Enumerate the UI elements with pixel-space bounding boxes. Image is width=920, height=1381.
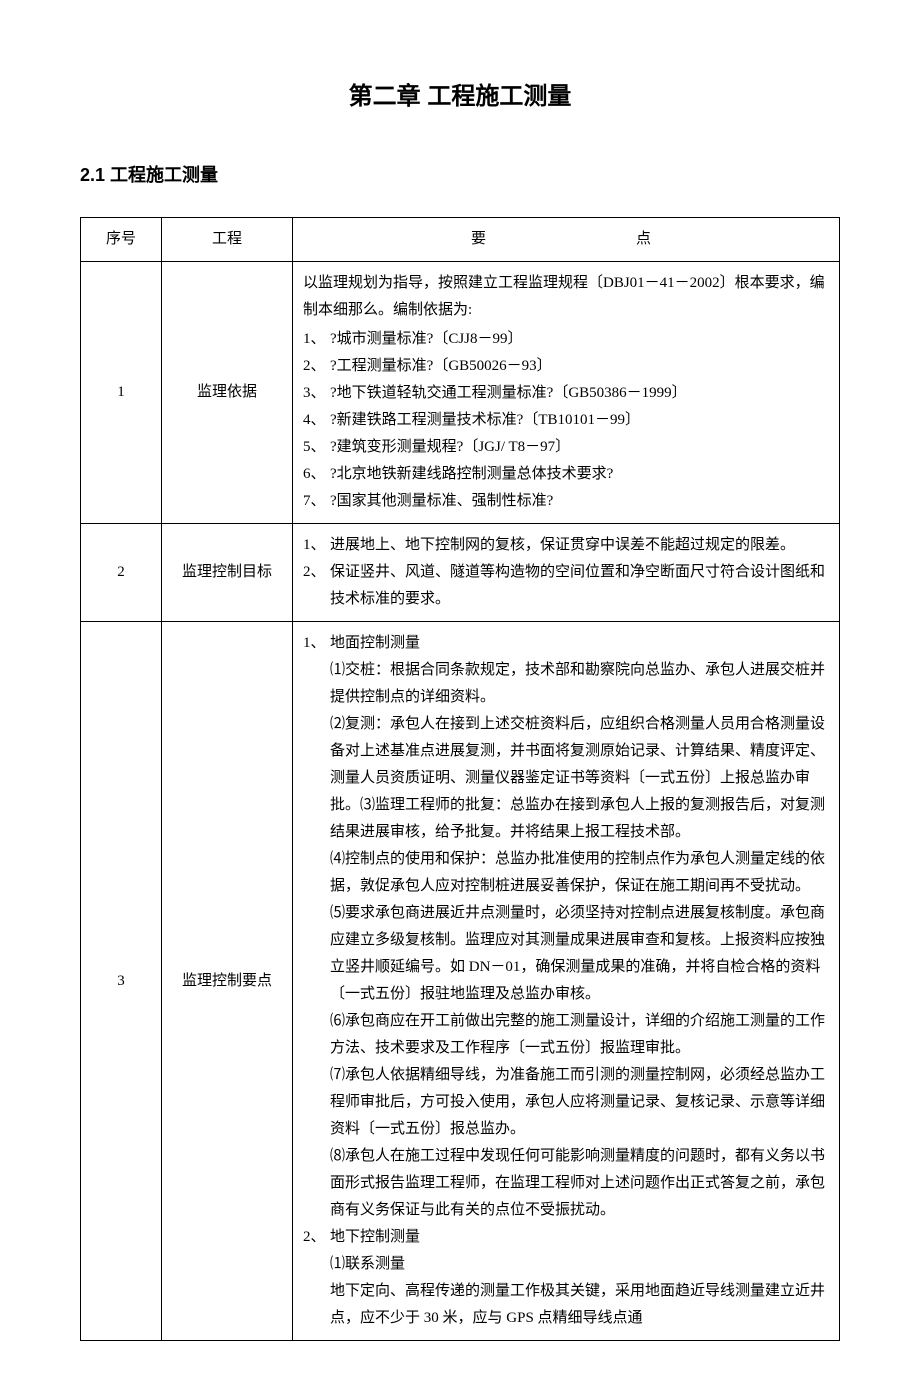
item-text: 保证竖井、风道、隧道等构造物的空间位置和净空断面尺寸符合设计图纸和技术标准的要求…	[330, 559, 829, 613]
sub-item: ⑸要求承包商进展近井点测量时，必须坚持对控制点进展复核制度。承包商应建立多级复核…	[330, 900, 829, 1008]
item-text: 进展地上、地下控制网的复核，保证贯穿中误差不能超过规定的限差。	[330, 532, 795, 559]
cell-project: 监理控制目标	[162, 524, 293, 622]
header-project: 工程	[162, 218, 293, 262]
sub-item: ⑹承包商应在开工前做出完整的施工测量设计，详细的介绍施工测量的工作方法、技术要求…	[330, 1008, 829, 1062]
item-text: 地面控制测量⑴交桩：根据合同条款规定，技术部和勘察院向总监办、承包人进展交桩并提…	[330, 630, 829, 1224]
item-number: 4、	[303, 407, 326, 434]
item-text: ?城市测量标准?〔CJJ8－99〕	[330, 326, 523, 353]
list-item: 4、?新建铁路工程测量技术标准?〔TB10101－99〕	[303, 407, 829, 434]
list-item: 2、?工程测量标准?〔GB50026－93〕	[303, 353, 829, 380]
list-item: 5、?建筑变形测量规程?〔JGJ/ T8－97〕	[303, 434, 829, 461]
list-item: 7、?国家其他测量标准、强制性标准?	[303, 488, 829, 515]
item-number: 1、	[303, 630, 326, 657]
sub-item: ⑴联系测量	[330, 1251, 829, 1278]
item-number: 2、	[303, 353, 326, 380]
item-number: 1、	[303, 532, 326, 559]
item-number: 1、	[303, 326, 326, 353]
sub-list: ⑴交桩：根据合同条款规定，技术部和勘察院向总监办、承包人进展交桩并提供控制点的详…	[330, 657, 829, 1224]
item-text: ?新建铁路工程测量技术标准?〔TB10101－99〕	[330, 407, 640, 434]
sub-item: ⑻承包人在施工过程中发现任何可能影响测量精度的问题时，都有义务以书面形式报告监理…	[330, 1143, 829, 1224]
sub-item: ⑵复测：承包人在接到上述交桩资料后，应组织合格测量人员用合格测量设备对上述基准点…	[330, 711, 829, 846]
cell-num: 2	[81, 524, 162, 622]
item-number: 6、	[303, 461, 326, 488]
item-text: 地下控制测量⑴联系测量地下定向、高程传递的测量工作极其关键，采用地面趋近导线测量…	[330, 1224, 829, 1332]
item-text: ?建筑变形测量规程?〔JGJ/ T8－97〕	[330, 434, 570, 461]
cell-project: 监理控制要点	[162, 622, 293, 1341]
table-row: 1监理依据以监理规划为指导，按照建立工程监理规程〔DBJ01－41－2002〕根…	[81, 262, 840, 524]
sub-item: ⑴交桩：根据合同条款规定，技术部和勘察院向总监办、承包人进展交桩并提供控制点的详…	[330, 657, 829, 711]
list-item: 1、?城市测量标准?〔CJJ8－99〕	[303, 326, 829, 353]
item-text: ?国家其他测量标准、强制性标准?	[330, 488, 553, 515]
item-number: 5、	[303, 434, 326, 461]
item-number: 2、	[303, 1224, 326, 1251]
cell-num: 3	[81, 622, 162, 1341]
measurement-table: 序号 工程 要点 1监理依据以监理规划为指导，按照建立工程监理规程〔DBJ01－…	[80, 217, 840, 1341]
intro-text: 以监理规划为指导，按照建立工程监理规程〔DBJ01－41－2002〕根本要求，编…	[303, 270, 829, 324]
list-item: 6、?北京地铁新建线路控制测量总体技术要求?	[303, 461, 829, 488]
item-number: 7、	[303, 488, 326, 515]
cell-points: 1、地面控制测量⑴交桩：根据合同条款规定，技术部和勘察院向总监办、承包人进展交桩…	[293, 622, 840, 1341]
table-row: 3监理控制要点1、地面控制测量⑴交桩：根据合同条款规定，技术部和勘察院向总监办、…	[81, 622, 840, 1341]
sub-item: ⑺承包人依据精细导线，为准备施工而引测的测量控制网，必须经总监办工程师审批后，方…	[330, 1062, 829, 1143]
item-number: 2、	[303, 559, 326, 586]
list-item: 2、地下控制测量⑴联系测量地下定向、高程传递的测量工作极其关键，采用地面趋近导线…	[303, 1224, 829, 1332]
item-text: ?北京地铁新建线路控制测量总体技术要求?	[330, 461, 613, 488]
item-text: ?工程测量标准?〔GB50026－93〕	[330, 353, 552, 380]
sub-list: ⑴联系测量地下定向、高程传递的测量工作极其关键，采用地面趋近导线测量建立近井点，…	[330, 1251, 829, 1332]
cell-points: 以监理规划为指导，按照建立工程监理规程〔DBJ01－41－2002〕根本要求，编…	[293, 262, 840, 524]
list-item: 3、?地下铁道轻轨交通工程测量标准?〔GB50386－1999〕	[303, 380, 829, 407]
sub-item: ⑷控制点的使用和保护：总监办批准使用的控制点作为承包人测量定线的依据，敦促承包人…	[330, 846, 829, 900]
header-num: 序号	[81, 218, 162, 262]
item-number: 3、	[303, 380, 326, 407]
sub-item: 地下定向、高程传递的测量工作极其关键，采用地面趋近导线测量建立近井点，应不少于 …	[330, 1278, 829, 1332]
table-row: 2监理控制目标1、进展地上、地下控制网的复核，保证贯穿中误差不能超过规定的限差。…	[81, 524, 840, 622]
header-points: 要点	[293, 218, 840, 262]
list-item: 1、进展地上、地下控制网的复核，保证贯穿中误差不能超过规定的限差。	[303, 532, 829, 559]
cell-num: 1	[81, 262, 162, 524]
item-text: ?地下铁道轻轨交通工程测量标准?〔GB50386－1999〕	[330, 380, 687, 407]
list-item: 1、地面控制测量⑴交桩：根据合同条款规定，技术部和勘察院向总监办、承包人进展交桩…	[303, 630, 829, 1224]
section-title: 2.1 工程施工测量	[80, 161, 840, 187]
cell-points: 1、进展地上、地下控制网的复核，保证贯穿中误差不能超过规定的限差。2、保证竖井、…	[293, 524, 840, 622]
chapter-title: 第二章 工程施工测量	[80, 76, 840, 111]
cell-project: 监理依据	[162, 262, 293, 524]
list-item: 2、保证竖井、风道、隧道等构造物的空间位置和净空断面尺寸符合设计图纸和技术标准的…	[303, 559, 829, 613]
